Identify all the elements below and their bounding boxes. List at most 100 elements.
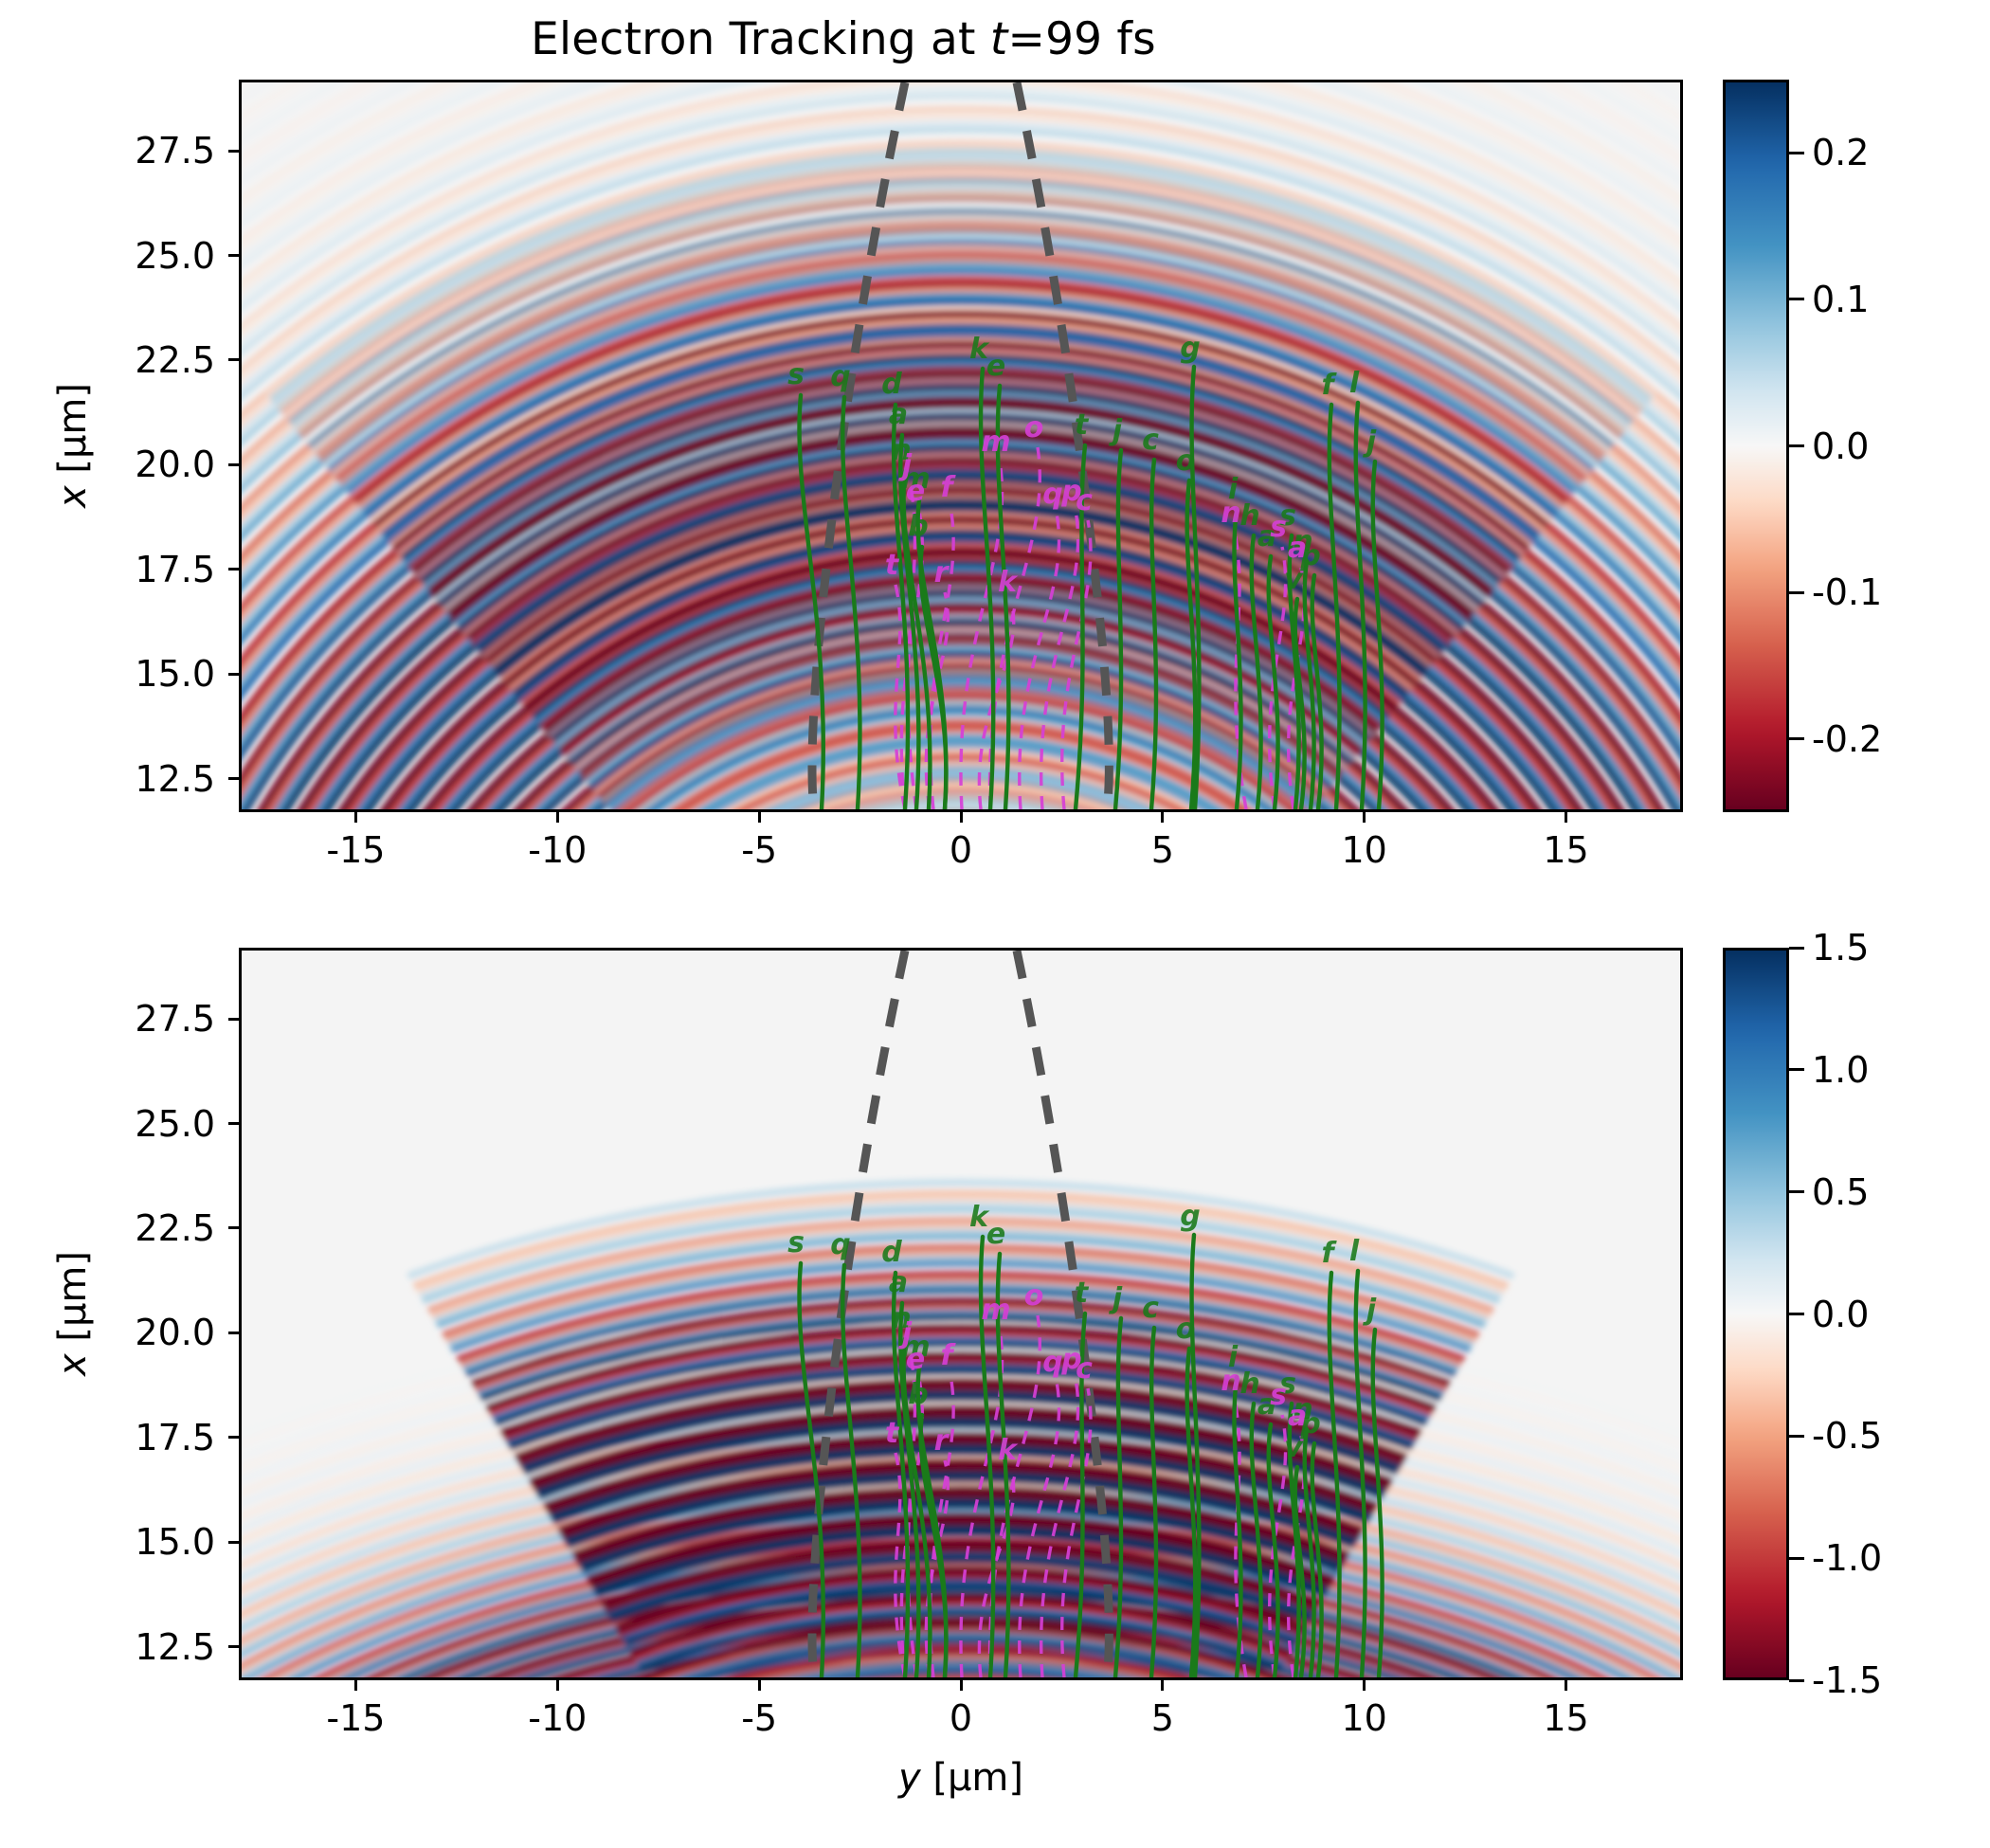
svg-text:q: q (830, 1228, 850, 1261)
x-tick-label: 15 (1543, 1697, 1589, 1739)
x-tick-mark (353, 812, 357, 823)
colorbar-ex-gradient (1726, 82, 1786, 809)
colorbar-ey-gradient (1726, 951, 1786, 1677)
colorbar-tick-ex (1789, 298, 1804, 301)
svg-text:k: k (969, 333, 990, 366)
x-tick-mark (1363, 812, 1366, 823)
svg-text:o: o (1024, 1279, 1044, 1313)
y-tick-mark (228, 1645, 239, 1649)
svg-text:p: p (1060, 475, 1081, 508)
svg-text:n: n (891, 434, 911, 467)
colorbar-tick-label-ex: -0.1 (1812, 571, 1883, 614)
svg-text:j: j (1109, 1282, 1123, 1315)
x-tick-mark (959, 812, 963, 823)
colorbar-tick-label-ey: 1.5 (1812, 927, 1870, 969)
x-tick-label: 5 (1150, 1697, 1174, 1739)
y-tick-label: 25.0 (135, 1102, 215, 1145)
title-prefix: Electron Tracking at (531, 13, 990, 65)
svg-text:q: q (830, 360, 850, 393)
y-tick-mark (228, 672, 239, 676)
title-variable: t (989, 13, 1008, 65)
y-tick-label: 22.5 (135, 338, 215, 381)
svg-text:o: o (1176, 444, 1196, 478)
x-tick-mark (555, 1680, 559, 1691)
colorbar-tick-ex (1789, 444, 1804, 447)
svg-text:e: e (986, 350, 1005, 383)
y-tick-label: 17.5 (135, 548, 215, 590)
colorbar-tick-ey (1789, 1190, 1804, 1194)
colorbar-tick-label-ey: -0.5 (1812, 1415, 1883, 1458)
y-tick-label: 22.5 (135, 1206, 215, 1249)
svg-text:t: t (1075, 1277, 1090, 1310)
y-tick-label: 25.0 (135, 234, 215, 277)
colorbar-tick-ey (1789, 1313, 1804, 1315)
y-tick-mark (228, 462, 239, 466)
svg-text:f: f (1321, 1237, 1337, 1270)
svg-text:a: a (889, 398, 908, 431)
x-tick-label: 5 (1150, 829, 1174, 871)
colorbar-tick-ey (1789, 1434, 1804, 1438)
svg-text:q: q (1042, 1346, 1062, 1379)
svg-text:t: t (885, 549, 900, 582)
svg-text:e: e (986, 1218, 1005, 1251)
y-tick-mark (228, 1436, 239, 1440)
svg-text:e: e (906, 475, 925, 508)
svg-text:e: e (906, 1343, 925, 1376)
x-axis-label: y [μm] (897, 1756, 1023, 1800)
svg-text:t: t (885, 1417, 900, 1450)
colorbar-tick-ey (1789, 946, 1804, 950)
x-tick-label: -15 (326, 829, 386, 871)
x-tick-label: 0 (949, 829, 973, 871)
svg-text:c: c (1076, 484, 1093, 517)
svg-text:m: m (981, 1294, 1010, 1327)
svg-text:o: o (1024, 411, 1044, 444)
ey-field-heatmap (242, 951, 1680, 1677)
svg-text:h: h (1239, 499, 1259, 533)
svg-text:j: j (1109, 414, 1123, 447)
y-tick-label: 17.5 (135, 1416, 215, 1458)
colorbar-tick-label-ey: 0.0 (1812, 1293, 1870, 1335)
colorbar-ey (1723, 948, 1789, 1680)
colorbar-tick-label-ey: -1.5 (1812, 1659, 1883, 1701)
y-tick-label: 27.5 (135, 130, 215, 172)
y-tick-label: 20.0 (135, 1312, 215, 1354)
svg-text:j: j (1363, 1294, 1377, 1327)
colorbar-tick-label-ey: 0.5 (1812, 1170, 1870, 1213)
svg-text:g: g (1180, 332, 1200, 365)
colorbar-tick-ex (1789, 590, 1804, 594)
svg-text:a: a (1288, 532, 1307, 565)
svg-text:o: o (1176, 1313, 1196, 1346)
svg-text:i: i (1228, 473, 1239, 506)
svg-text:m: m (900, 462, 930, 496)
colorbar-tick-label-ex: 0.1 (1812, 278, 1870, 320)
y-tick-label: 15.0 (135, 1521, 215, 1564)
x-tick-label: -10 (528, 1697, 588, 1739)
colorbar-ex (1723, 80, 1789, 812)
svg-text:j: j (1363, 426, 1377, 459)
colorbar-tick-ex (1789, 151, 1804, 154)
x-tick-mark (1161, 1680, 1165, 1691)
y-axis-label: x [μm] (51, 1250, 95, 1376)
y-tick-mark (228, 1122, 239, 1126)
y-tick-mark (228, 1331, 239, 1334)
x-tick-mark (959, 1680, 963, 1691)
colorbar-tick-label-ex: -0.2 (1812, 717, 1883, 760)
svg-text:f: f (1321, 369, 1337, 402)
x-tick-mark (1565, 1680, 1568, 1691)
y-tick-label: 12.5 (135, 1625, 215, 1668)
svg-text:c: c (1076, 1352, 1093, 1386)
figure-title: Electron Tracking at t=99 fs (0, 13, 1687, 65)
colorbar-tick-ex (1789, 737, 1804, 741)
y-tick-mark (228, 1540, 239, 1544)
svg-text:q: q (1042, 478, 1062, 511)
colorbar-tick-ey (1789, 1068, 1804, 1072)
svg-text:v: v (1284, 1431, 1304, 1464)
x-tick-mark (757, 812, 761, 823)
svg-text:n: n (891, 1302, 911, 1335)
svg-text:n: n (1221, 497, 1240, 530)
svg-text:s: s (787, 1226, 805, 1259)
svg-text:p: p (1299, 1407, 1320, 1440)
svg-text:s: s (1279, 1368, 1296, 1401)
